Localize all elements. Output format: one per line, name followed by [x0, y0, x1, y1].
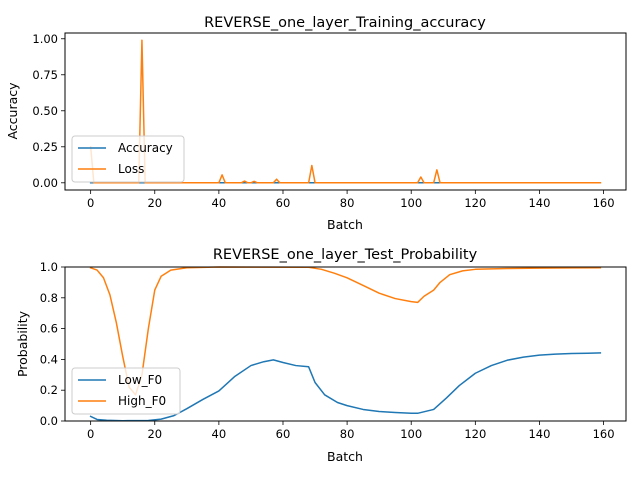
- test-y-tick-label: 1.0: [40, 260, 58, 274]
- training-chart-title: REVERSE_one_layer_Training_accuracy: [204, 15, 486, 31]
- test-x-tick-label: 40: [212, 427, 227, 441]
- test-y-tick-label: 0.4: [40, 352, 58, 366]
- test-y-tick-label: 0.2: [40, 383, 58, 397]
- test-x-tick-label: 60: [276, 427, 291, 441]
- test-x-tick-label: 120: [464, 427, 486, 441]
- test-x-tick-label: 80: [340, 427, 355, 441]
- test-y-tick-label: 0.8: [40, 291, 58, 305]
- training-chart-frame: [64, 32, 627, 191]
- legend-label-loss: Loss: [118, 162, 144, 176]
- test-chart-frame: [64, 266, 627, 422]
- test-x-tick-label: 140: [528, 427, 550, 441]
- training-x-tick-label: 20: [147, 196, 162, 210]
- training-x-tick-label: 40: [212, 196, 227, 210]
- training-y-tick-label: 0.50: [32, 104, 58, 118]
- test-legend: Low_F0 High_F0: [71, 367, 181, 415]
- training-x-tick-label: 140: [528, 196, 550, 210]
- test-y-tick-label: 0.0: [40, 414, 58, 428]
- training-y-tick-label: 0.75: [32, 68, 58, 82]
- training-x-axis-label: Batch: [327, 217, 363, 232]
- training-legend: Accuracy Loss: [71, 135, 185, 183]
- test-x-tick-label: 100: [400, 427, 422, 441]
- legend-label-accuracy: Accuracy: [118, 141, 173, 155]
- training-y-tick-label: 0.00: [32, 176, 58, 190]
- training-y-tick-label: 1.00: [32, 32, 58, 46]
- training-x-tick-label: 120: [464, 196, 486, 210]
- test-x-tick-label: 160: [593, 427, 615, 441]
- test-y-ticks: 0.0 0.2 0.4 0.6 0.8 1.0: [40, 260, 65, 428]
- training-x-tick-label: 60: [276, 196, 291, 210]
- training-chart-lines: [89, 39, 602, 184]
- test-chart-title: REVERSE_one_layer_Test_Probability: [213, 247, 478, 263]
- test-y-axis-label: Probability: [15, 310, 30, 377]
- test-x-ticks: 0 20 40 60 80 100 120 140 160: [87, 421, 615, 441]
- test-x-tick-label: 20: [147, 427, 162, 441]
- training-y-ticks: 0.00 0.25 0.50 0.75 1.00: [32, 32, 65, 190]
- training-series-line-loss: [89, 39, 602, 184]
- test-x-tick-label: 0: [87, 427, 94, 441]
- training-x-tick-label: 0: [87, 196, 94, 210]
- test-x-axis-label: Batch: [327, 449, 363, 464]
- test-y-tick-label: 0.6: [40, 322, 58, 336]
- training-x-tick-label: 100: [400, 196, 422, 210]
- training-x-tick-label: 80: [340, 196, 355, 210]
- training-y-tick-label: 0.25: [32, 140, 58, 154]
- legend-label-high-f0: High_F0: [118, 394, 166, 408]
- test-probability-subplot: REVERSE_one_layer_Test_Probability 0 20 40…: [15, 247, 627, 464]
- training-y-axis-label: Accuracy: [5, 82, 20, 140]
- legend-label-low-f0: Low_F0: [118, 373, 162, 387]
- training-x-tick-label: 160: [593, 196, 615, 210]
- training-x-ticks: 0 20 40 60 80 100 120 140 160: [87, 190, 615, 210]
- training-accuracy-subplot: REVERSE_one_layer_Training_accuracy 0 20 4…: [5, 15, 627, 232]
